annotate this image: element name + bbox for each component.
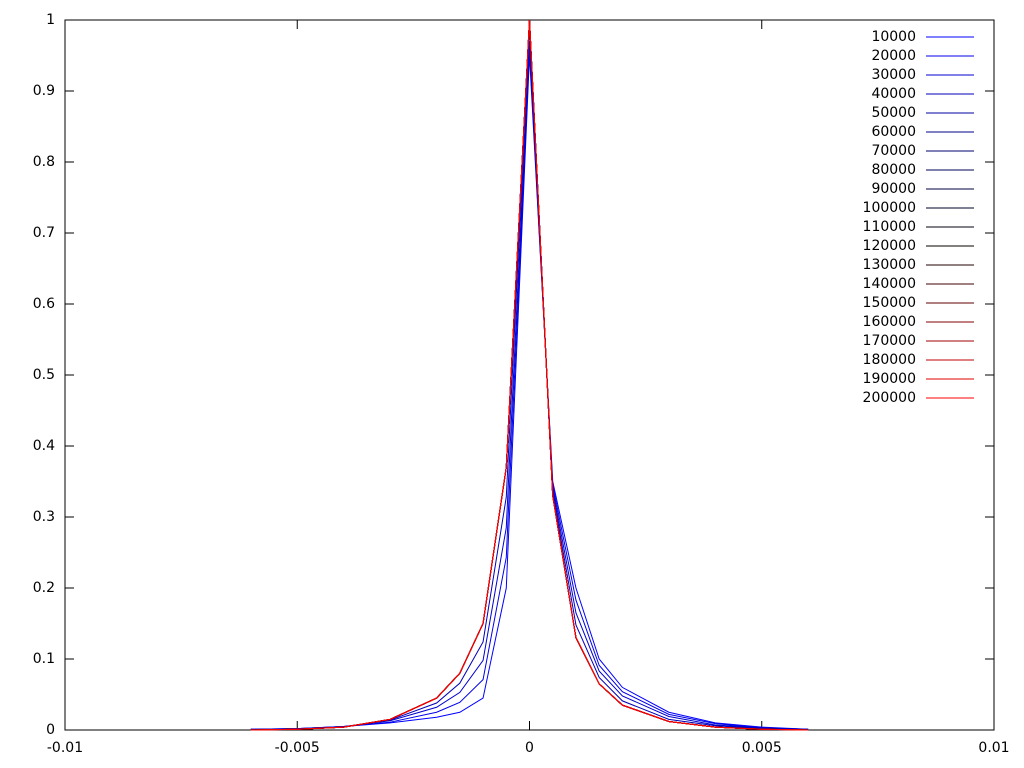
series-line [250, 19, 809, 731]
legend-label: 60000 [871, 124, 916, 140]
legend-label: 190000 [863, 371, 916, 387]
legend-label: 30000 [871, 67, 916, 83]
series-line [250, 19, 809, 731]
x-tick-label: 0 [525, 740, 534, 756]
x-tick-label: -0.01 [47, 740, 83, 756]
y-tick-label: 1 [46, 12, 55, 28]
legend-label: 50000 [871, 105, 916, 121]
y-tick-label: 0 [46, 722, 55, 738]
series-line [250, 19, 809, 731]
legend-label: 130000 [863, 257, 916, 273]
legend-label: 100000 [863, 200, 916, 216]
series-line [250, 19, 809, 731]
legend-label: 120000 [863, 238, 916, 254]
series-line [250, 19, 809, 731]
legend-label: 170000 [863, 333, 916, 349]
legend-label: 110000 [863, 219, 916, 235]
y-tick-label: 0.4 [33, 438, 55, 454]
series-line [250, 27, 809, 731]
y-tick-label: 0.8 [33, 154, 55, 170]
y-tick-label: 0.2 [33, 580, 55, 596]
y-tick-label: 0.1 [33, 651, 55, 667]
series-line [250, 19, 809, 731]
series-line [250, 19, 809, 731]
legend-label: 200000 [863, 390, 916, 406]
x-tick-label: 0.01 [978, 740, 1009, 756]
legend-label: 70000 [871, 143, 916, 159]
series-line [250, 41, 809, 730]
series-line [250, 19, 809, 731]
y-tick-label: 0.7 [33, 225, 55, 241]
x-tick-label: 0.005 [742, 740, 782, 756]
series-line [250, 48, 809, 730]
y-tick-label: 0.5 [33, 367, 55, 383]
series-line [250, 19, 809, 731]
series-line [250, 19, 809, 731]
legend-label: 180000 [863, 352, 916, 368]
legend-label: 10000 [871, 29, 916, 45]
series-line [250, 55, 809, 730]
series-line [250, 19, 809, 731]
y-tick-label: 0.3 [33, 509, 55, 525]
y-tick-label: 0.9 [33, 83, 55, 99]
series-line [250, 19, 809, 731]
x-tick-label: -0.005 [275, 740, 320, 756]
legend-label: 90000 [871, 181, 916, 197]
series-line [250, 19, 809, 731]
legend-label: 140000 [863, 276, 916, 292]
legend-label: 40000 [871, 86, 916, 102]
y-tick-label: 0.6 [33, 296, 55, 312]
legend-label: 160000 [863, 314, 916, 330]
series-line [250, 19, 809, 731]
series-line [250, 19, 809, 731]
legend-label: 20000 [871, 48, 916, 64]
plot-frame [64, 19, 995, 731]
series-line [250, 19, 809, 731]
legend-label: 80000 [871, 162, 916, 178]
legend-label: 150000 [863, 295, 916, 311]
